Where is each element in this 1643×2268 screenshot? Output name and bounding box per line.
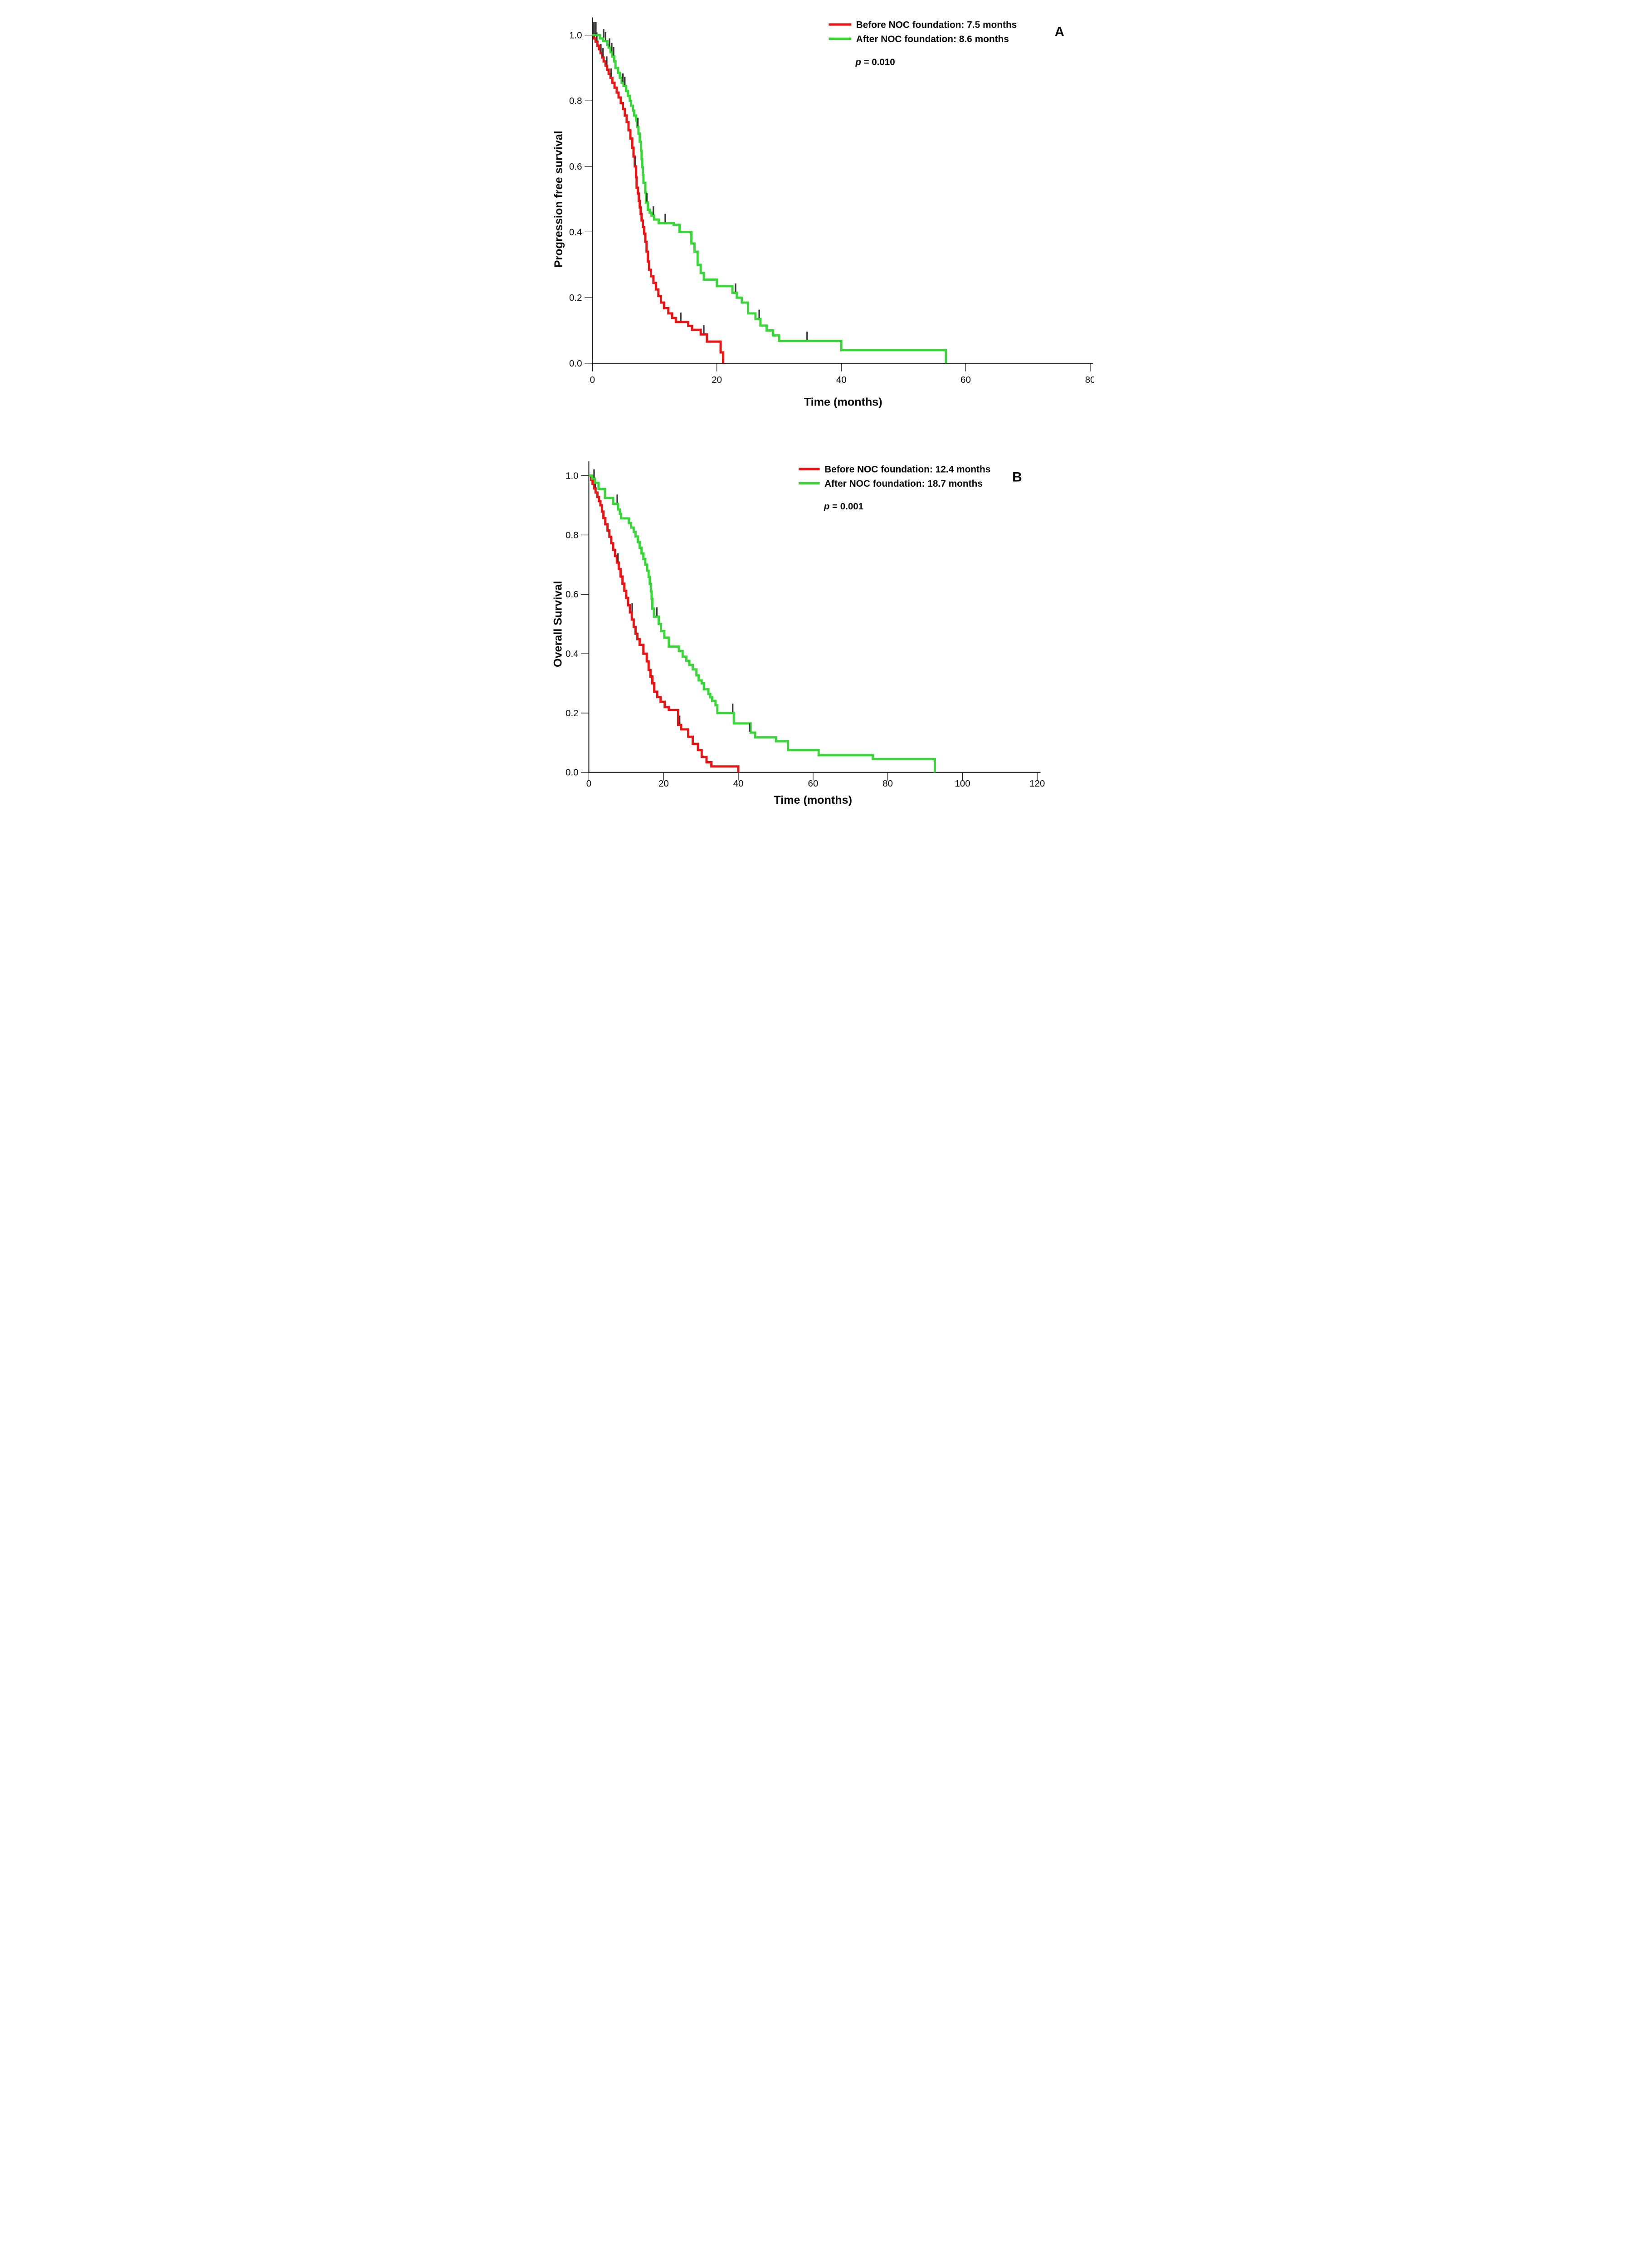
legend-a-label-before: Before NOC foundation: 7.5 months bbox=[856, 20, 1017, 30]
panel-b-xtick-100: 100 bbox=[955, 778, 970, 789]
panel-a-p-value: p = 0.010 bbox=[855, 57, 895, 68]
km-curve-before-panel-a bbox=[592, 34, 724, 363]
panel-b-letter: B bbox=[1012, 470, 1022, 485]
panel-a-ytick-1.0: 1.0 bbox=[569, 30, 582, 40]
km-curve-after-panel-a bbox=[592, 34, 947, 363]
panel-a-xtick-40: 40 bbox=[836, 375, 846, 385]
panel-a-ytick-0.4: 0.4 bbox=[569, 227, 582, 237]
panel-a-xtick-0: 0 bbox=[590, 375, 595, 385]
legend-b-label-after: After NOC foundation: 18.7 months bbox=[824, 479, 983, 489]
panel-b-ytick-0.6: 0.6 bbox=[566, 589, 579, 600]
survival-figure: 0 20 40 60 80 1.0 0.8 0.6 0.4 0.2 0.0 Ti… bbox=[549, 0, 1094, 817]
panel-a-ytick-0.2: 0.2 bbox=[569, 293, 582, 303]
panel-b-xtick-80: 80 bbox=[882, 778, 893, 789]
panel-b-legend: Before NOC foundation: 12.4 months After… bbox=[798, 464, 990, 512]
panel-b-xtick-120: 120 bbox=[1029, 778, 1045, 789]
panel-a-ytick-0.6: 0.6 bbox=[569, 161, 582, 172]
legend-a-label-after: After NOC foundation: 8.6 months bbox=[856, 34, 1009, 44]
legend-b-label-before: Before NOC foundation: 12.4 months bbox=[824, 464, 990, 475]
panel-a-xtick-20: 20 bbox=[712, 375, 722, 385]
panel-a: 0 20 40 60 80 1.0 0.8 0.6 0.4 0.2 0.0 Ti… bbox=[552, 17, 1094, 408]
panel-b-km-curves bbox=[588, 469, 936, 772]
panel-a-x-ticks bbox=[592, 363, 1091, 371]
panel-b-xtick-20: 20 bbox=[658, 778, 668, 789]
panel-a-ytick-0.0: 0.0 bbox=[569, 358, 582, 369]
panel-b-ytick-0.4: 0.4 bbox=[566, 649, 579, 659]
panel-a-km-curves bbox=[592, 22, 947, 363]
panel-b-ylabel: Overall Survival bbox=[551, 581, 564, 667]
panel-b: 0 20 40 60 80 100 120 1.0 0.8 0.6 0.4 0.… bbox=[551, 461, 1045, 807]
panel-b-x-ticks bbox=[588, 772, 1038, 781]
km-curve-after-panel-b bbox=[588, 474, 936, 772]
panel-b-xtick-0: 0 bbox=[586, 778, 591, 789]
panel-b-p-value: p = 0.001 bbox=[823, 501, 863, 512]
figure-canvas: 0 20 40 60 80 1.0 0.8 0.6 0.4 0.2 0.0 Ti… bbox=[549, 0, 1094, 817]
panel-a-xtick-80: 80 bbox=[1085, 375, 1093, 385]
panel-b-ytick-0.2: 0.2 bbox=[566, 708, 579, 719]
panel-b-y-ticks bbox=[580, 475, 589, 773]
panel-b-ytick-0.0: 0.0 bbox=[566, 767, 579, 778]
panel-b-xlabel: Time (months) bbox=[774, 794, 852, 807]
panel-a-letter: A bbox=[1054, 24, 1064, 39]
panel-b-ytick-1.0: 1.0 bbox=[566, 471, 579, 481]
panel-a-legend: Before NOC foundation: 7.5 months After … bbox=[828, 20, 1017, 68]
panel-a-ytick-0.8: 0.8 bbox=[569, 96, 582, 106]
panel-b-xtick-40: 40 bbox=[733, 778, 743, 789]
panel-a-xlabel: Time (months) bbox=[804, 396, 882, 408]
km-curve-before-panel-b bbox=[588, 474, 739, 772]
panel-b-xtick-60: 60 bbox=[808, 778, 818, 789]
panel-a-ylabel: Progression free survival bbox=[552, 131, 565, 268]
panel-a-xtick-60: 60 bbox=[960, 375, 971, 385]
panel-b-ytick-0.8: 0.8 bbox=[566, 530, 579, 540]
panel-a-y-ticks bbox=[584, 34, 592, 364]
